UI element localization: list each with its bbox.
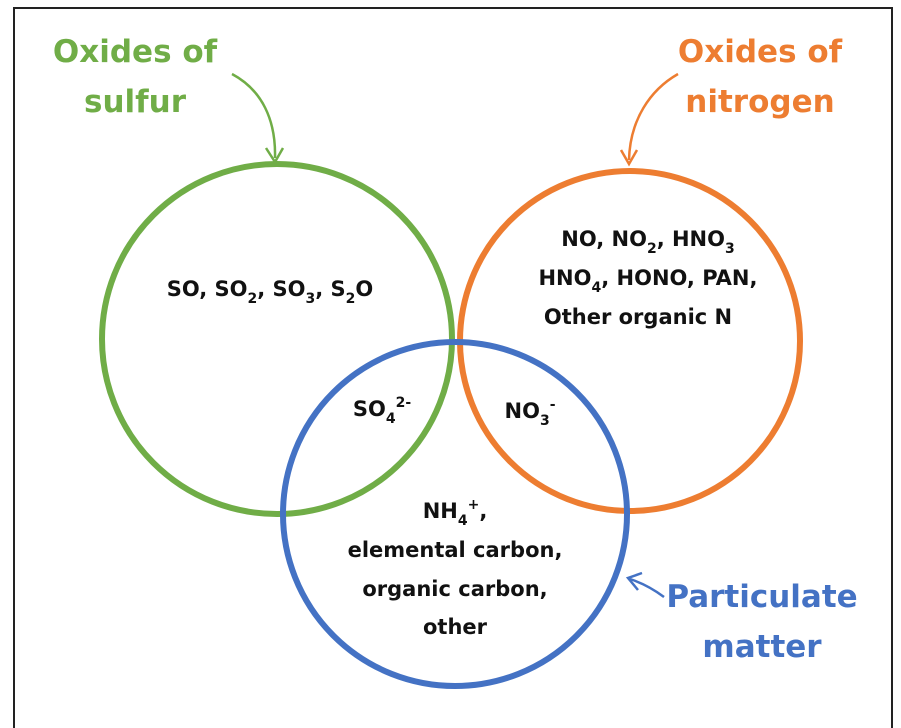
supscript: - (550, 397, 556, 413)
text-part: HNO (538, 266, 591, 290)
set-label: nitrogen (685, 84, 834, 120)
text-part: , (479, 499, 487, 523)
formula-line: other (423, 615, 488, 639)
circles (99, 161, 803, 689)
subscript: 2 (346, 291, 356, 307)
text-part: elemental carbon, (348, 538, 563, 562)
text-part: NO, NO (561, 227, 647, 251)
set-label: Particulate (666, 579, 857, 615)
text-part: O (355, 277, 373, 301)
formula-line: SO, SO2, SO3, S2O (167, 277, 374, 307)
subscript: 3 (540, 413, 550, 429)
formula-line: NH4+, (423, 497, 488, 529)
subscript: 2 (247, 291, 257, 307)
set-label: Oxides of (678, 34, 843, 70)
formula-line: organic carbon, (362, 577, 547, 601)
formula-line: elemental carbon, (348, 538, 563, 562)
text-part: Other organic N (544, 305, 732, 329)
supscript: + (468, 497, 480, 513)
arrow-head (619, 149, 639, 167)
text-part: , SO (257, 277, 305, 301)
set-label: Oxides of (53, 34, 218, 70)
subscript: 4 (458, 513, 468, 529)
set-circle (280, 339, 630, 689)
text-part: , HONO, PAN, (601, 266, 757, 290)
text-part: NH (423, 499, 458, 523)
formula-line: NO, NO2, HNO3 (561, 227, 734, 257)
text-part: other (423, 615, 488, 639)
formula-line: SO42- (353, 395, 411, 427)
formula-line: HNO4, HONO, PAN, (538, 266, 757, 296)
set-label: sulfur (84, 84, 187, 120)
formula-line: Other organic N (544, 305, 732, 329)
text-part: , S (315, 277, 345, 301)
arrow (627, 72, 679, 161)
arrow (231, 72, 277, 159)
set-circle (99, 161, 455, 517)
subscript: 2 (647, 241, 657, 257)
subscript: 3 (725, 241, 735, 257)
text-part: SO, SO (167, 277, 248, 301)
formula-line: NO3- (505, 397, 556, 429)
supscript: 2- (396, 395, 412, 411)
text-part: , HNO (657, 227, 725, 251)
arrow (629, 577, 665, 599)
set-label: matter (702, 629, 822, 665)
subscript: 4 (386, 411, 396, 427)
frame (13, 7, 893, 728)
text-part: SO (353, 397, 386, 421)
subscript: 4 (592, 280, 602, 296)
text-part: NO (505, 399, 540, 423)
subscript: 3 (306, 291, 316, 307)
text-part: organic carbon, (362, 577, 547, 601)
arrow-head (625, 571, 643, 591)
